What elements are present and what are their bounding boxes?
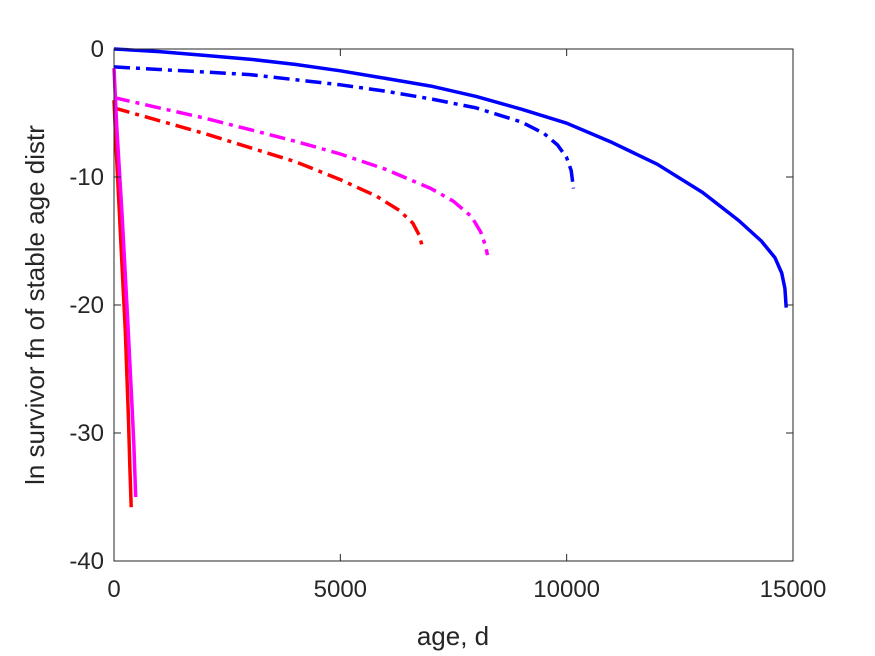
series-line-2 — [113, 65, 576, 189]
series-line-3 — [113, 95, 490, 256]
y-tick-label: -20 — [69, 292, 104, 319]
y-tick-label: -40 — [69, 548, 104, 575]
x-tick-label: 15000 — [760, 576, 827, 603]
y-tick-label: -10 — [69, 164, 104, 191]
x-tick-label: 5000 — [314, 576, 367, 603]
series-line-4 — [113, 106, 425, 250]
x-axis-label: age, d — [417, 621, 489, 651]
tick-layer: 0 5000 10000 15000 0 -10 -20 -30 -40 — [69, 36, 826, 603]
series-line-5 — [112, 100, 133, 508]
y-axis-label: ln survivor fn of stable age distr — [20, 125, 50, 485]
x-tick-label: 0 — [107, 576, 120, 603]
y-tick-label: 0 — [91, 36, 104, 63]
series-layer — [112, 47, 788, 508]
y-tick-label: -30 — [69, 420, 104, 447]
x-tick-label: 10000 — [533, 576, 600, 603]
series-line-1 — [113, 47, 788, 308]
series-line-6 — [112, 68, 138, 498]
